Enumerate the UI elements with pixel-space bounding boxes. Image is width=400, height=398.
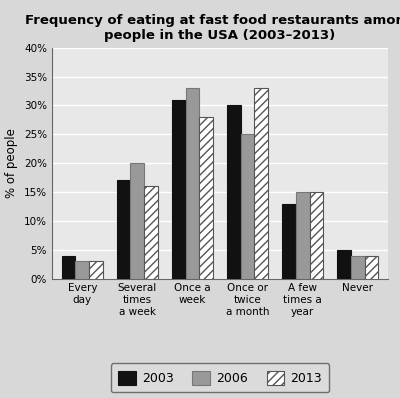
- Bar: [130, 163, 144, 279]
- Bar: [310, 192, 323, 279]
- Bar: [241, 134, 254, 279]
- Bar: [227, 105, 241, 279]
- Legend: 2003, 2006, 2013: 2003, 2006, 2013: [110, 363, 330, 392]
- Bar: [254, 88, 268, 279]
- Bar: [117, 181, 130, 279]
- Bar: [62, 256, 76, 279]
- Bar: [199, 117, 213, 279]
- Title: Frequency of eating at fast food restaurants among
people in the USA (2003–2013): Frequency of eating at fast food restaur…: [25, 14, 400, 43]
- Bar: [282, 204, 296, 279]
- Bar: [337, 250, 351, 279]
- Bar: [364, 256, 378, 279]
- Bar: [351, 256, 364, 279]
- Bar: [296, 192, 310, 279]
- Bar: [76, 261, 89, 279]
- Bar: [144, 186, 158, 279]
- Y-axis label: % of people: % of people: [6, 128, 18, 198]
- Bar: [89, 261, 103, 279]
- Bar: [172, 100, 186, 279]
- Bar: [186, 88, 199, 279]
